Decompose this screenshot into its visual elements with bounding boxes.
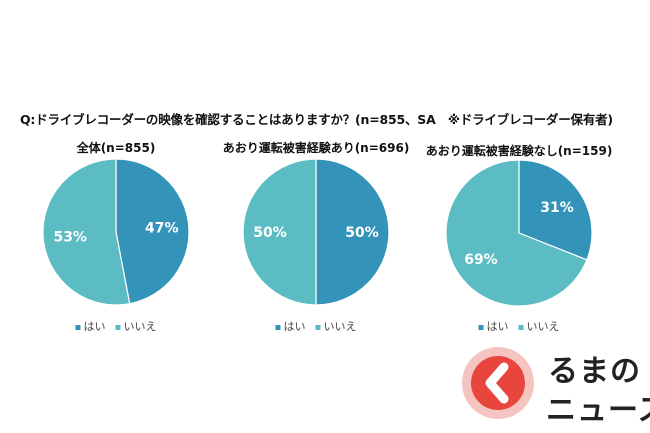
chart-title-overall: 全体(n=855) [76, 141, 156, 155]
slice-yes [518, 159, 593, 261]
chart-title-experienced: あおり運転被害経験あり(n=696) [222, 141, 410, 155]
legend-swatch-yes [275, 324, 281, 330]
data-label-yes: 47% [145, 221, 179, 237]
slice-no [42, 158, 131, 306]
legend-item-no: いいえ [518, 318, 560, 334]
legend-label-yes: はい [83, 320, 106, 333]
legend-item-yes: はい [478, 318, 509, 334]
slice-yes [315, 158, 390, 306]
kuruma-news-logo [462, 347, 534, 419]
pie-chart-overall: 47% 53% [42, 158, 190, 306]
data-label-yes: 31% [540, 200, 574, 216]
legend-not-experienced: はい いいえ [478, 318, 560, 334]
data-label-no: 53% [53, 229, 87, 245]
legend-item-yes: はい [75, 318, 106, 334]
legend-label-no: いいえ [123, 320, 157, 333]
logo-chevron-icon [485, 362, 509, 404]
legend-item-no: いいえ [315, 318, 357, 334]
legend-label-yes: はい [486, 320, 509, 333]
legend-label-no: いいえ [526, 320, 560, 333]
data-label-no: 69% [464, 252, 498, 268]
question-text: Q:ドライブレコーダーの映像を確認することはありますか？(n=855、SA ※ド… [20, 112, 613, 127]
logo-text-line1: るまの [548, 354, 641, 389]
legend-experienced: はい いいえ [275, 318, 357, 334]
legend-swatch-yes [75, 324, 81, 330]
legend-swatch-no [518, 324, 524, 330]
pie-chart-experienced: 50% 50% [242, 158, 390, 306]
slice-yes [115, 158, 190, 305]
data-label-yes: 50% [345, 225, 379, 241]
legend-overall: はい いいえ [75, 318, 157, 334]
pie-chart-not-experienced: 31% 69% [445, 159, 593, 307]
legend-item-no: いいえ [115, 318, 157, 334]
legend-label-yes: はい [283, 320, 306, 333]
slice-no [242, 158, 317, 306]
data-label-no: 50% [253, 225, 287, 241]
legend-swatch-no [315, 324, 321, 330]
legend-swatch-no [115, 324, 121, 330]
logo-text-line2: ニュース [546, 393, 650, 428]
slice-no [445, 159, 588, 307]
logo-circle-inner [471, 356, 525, 410]
legend-label-no: いいえ [323, 320, 357, 333]
legend-item-yes: はい [275, 318, 306, 334]
legend-swatch-yes [478, 324, 484, 330]
chart-title-not-experienced: あおり運転被害経験なし(n=159) [425, 144, 613, 158]
